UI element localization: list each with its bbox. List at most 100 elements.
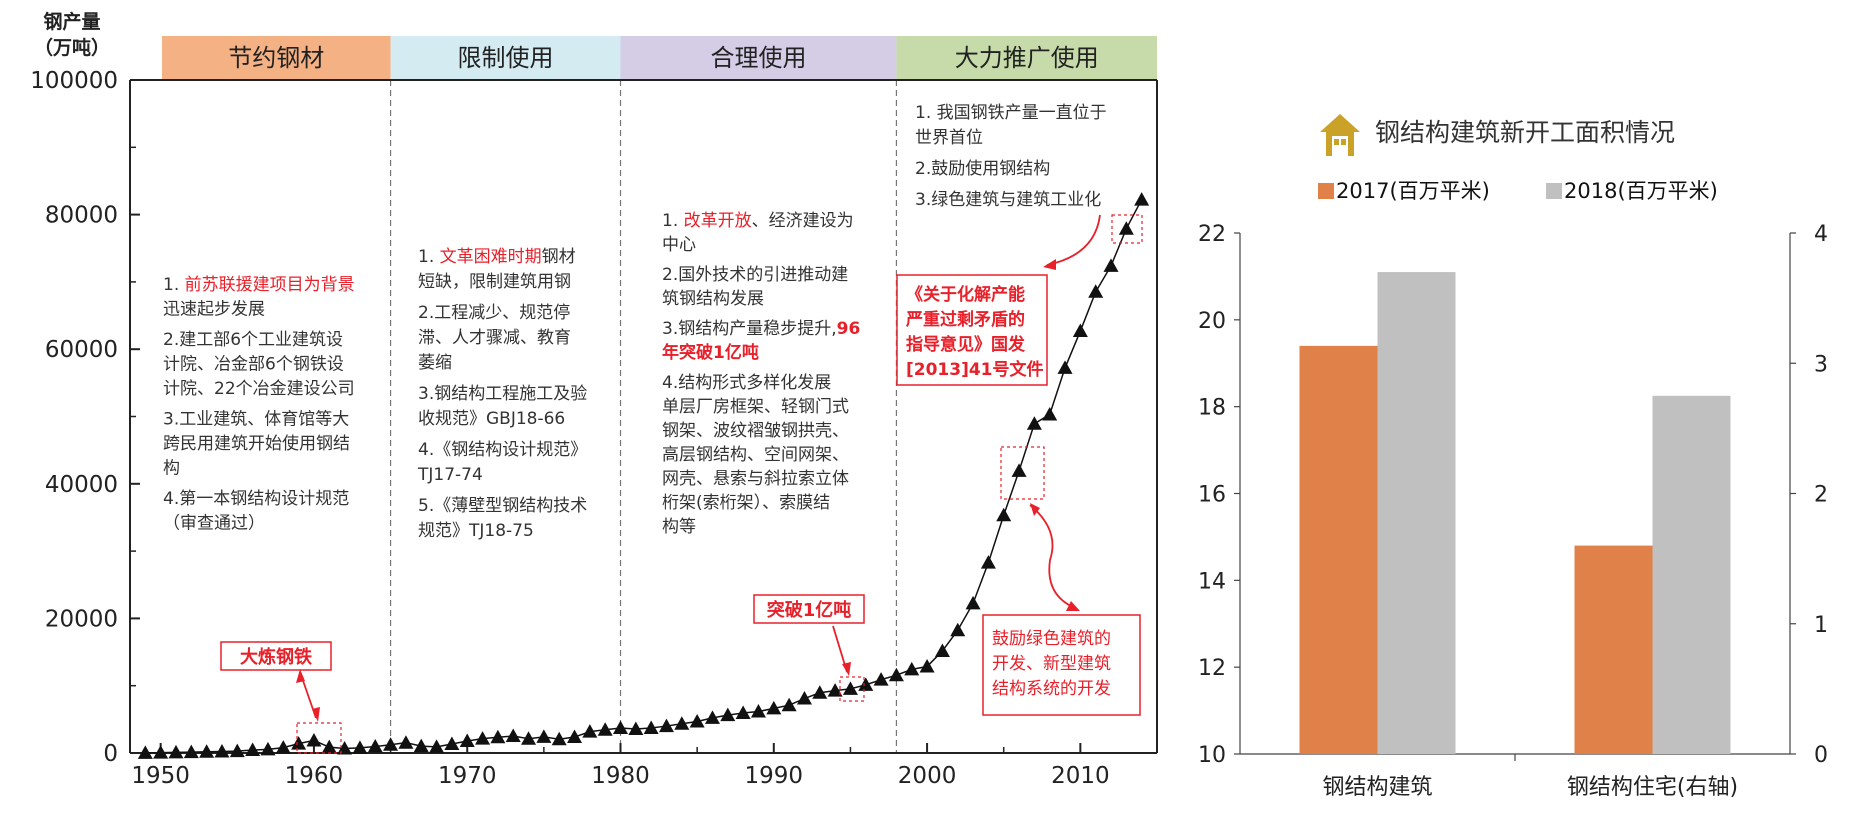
y-tick-label-5: 100000	[30, 68, 118, 94]
callout-policy-line3: 指导意见》国发	[906, 334, 1026, 355]
note-p1-line-2: 2.建工部6个工业建筑设	[163, 330, 343, 350]
data-point-1983	[658, 718, 674, 733]
right-axis-tick-label-3: 3	[1814, 352, 1828, 377]
note-p3-line-4: 3.钢结构产量稳步提升,96	[662, 319, 860, 339]
bar-1-1	[1652, 395, 1731, 754]
data-point-1996	[858, 677, 874, 691]
data-point-2007	[1026, 416, 1042, 430]
left-axis-tick-label-3: 16	[1198, 483, 1226, 508]
data-point-1968	[429, 739, 445, 753]
steel-output-chart: 钢产量 （万吨） 节约钢材 限制使用 合理使用 大力推广使用 0 20000 40000 6…	[30, 10, 1158, 789]
data-point-1949	[137, 745, 153, 759]
x-tick-label-1: 1960	[285, 763, 344, 789]
data-point-2002	[950, 622, 966, 637]
data-point-2013	[1118, 221, 1134, 235]
data-point-1961	[321, 739, 337, 754]
note-p3-line-5: 年突破1亿吨	[662, 342, 759, 363]
y-tick-label-3: 60000	[45, 337, 118, 363]
x-tick-label-2: 1970	[438, 763, 497, 789]
new-construction-area-chart: 钢结构建筑新开工面积情况 2017(百万平米) 2018(百万平米) 10121…	[1198, 114, 1828, 800]
left-axis-tick-label-5: 20	[1198, 309, 1226, 334]
data-point-1999	[904, 661, 920, 676]
data-point-1984	[674, 716, 690, 730]
callout-dalian-arrowhead-up	[296, 669, 305, 683]
x-tick-label-6: 2010	[1051, 763, 1110, 789]
callout-dalian-box	[220, 641, 332, 671]
data-point-1992	[796, 691, 812, 705]
y-tick-label-1: 20000	[45, 606, 118, 632]
data-point-1951	[168, 744, 184, 759]
data-point-1958	[275, 740, 291, 754]
data-point-1998	[888, 667, 904, 682]
data-point-1985	[689, 714, 705, 728]
y-tick-label-2: 40000	[45, 472, 118, 498]
note-p3-line-7: 单层厂房框架、轻钢门式	[662, 397, 849, 417]
data-point-2010	[1072, 323, 1088, 338]
callout-tupo-text: 突破1亿吨	[767, 599, 852, 621]
data-point-1988	[735, 705, 751, 720]
note-p3-line-8: 钢架、波纹褶皱钢拱壳、	[662, 421, 849, 441]
right-axis-tick-label-0: 0	[1814, 743, 1828, 768]
bar-0-0	[1299, 345, 1378, 754]
callout-policy-highlight	[1111, 214, 1143, 244]
period-dividers	[389, 80, 898, 753]
data-point-1986	[704, 710, 720, 724]
data-point-1987	[720, 707, 736, 722]
data-point-2011	[1088, 284, 1104, 298]
x-tick-label-0: 1950	[131, 763, 190, 789]
data-point-1950	[153, 745, 169, 759]
data-point-1979	[597, 722, 613, 736]
note-p3-line-3: 筑钢结构发展	[662, 289, 764, 309]
note-p3-line-1: 中心	[662, 235, 696, 255]
category-label-0: 钢结构建筑	[1322, 775, 1432, 800]
data-point-1956	[245, 742, 261, 756]
callout-policy: 《关于化解产能 严重过剩矛盾的 指导意见》国发 [2013]41号文件	[896, 214, 1143, 386]
y-axis-title-line1: 钢产量	[43, 10, 100, 33]
data-point-1953	[199, 744, 215, 758]
right-chart-title: 钢结构建筑新开工面积情况	[1375, 118, 1675, 147]
right-axis-tick-label-1: 1	[1814, 613, 1828, 638]
y-tick-label-4: 80000	[45, 203, 118, 229]
note-p3-line-0: 1. 改革开放、经济建设为	[662, 211, 854, 231]
legend-swatch-2018	[1546, 183, 1562, 199]
data-point-1954	[214, 744, 230, 758]
note-p3-line-9: 高层钢结构、空间网架、	[662, 445, 849, 465]
callout-green-arrow	[1029, 504, 1076, 609]
callout-green-line3: 结构系统的开发	[992, 679, 1111, 699]
data-point-1964	[367, 739, 383, 753]
data-point-2003	[965, 595, 981, 610]
data-point-1973	[505, 728, 521, 743]
data-point-1980	[613, 720, 629, 735]
note-p2-line-0: 1. 文革困难时期钢材	[418, 247, 576, 267]
data-point-2014	[1134, 192, 1150, 206]
data-point-1957	[260, 741, 276, 756]
data-point-1952	[183, 744, 199, 759]
note-p3-line-12: 构等	[662, 517, 696, 537]
period-label-3: 大力推广使用	[955, 44, 1099, 72]
callout-dalian-highlight	[296, 722, 342, 754]
callout-tupo-box	[753, 594, 865, 624]
right-axis-tick-label-4: 4	[1814, 222, 1828, 247]
data-point-1960	[306, 732, 322, 747]
data-point-1990	[766, 700, 782, 715]
data-point-1981	[628, 721, 644, 736]
callout-green-arrowhead	[1066, 601, 1080, 611]
callout-policy-arrow	[1046, 214, 1101, 266]
note-p3-line-2: 2.国外技术的引进推动建	[662, 265, 848, 285]
data-point-1995	[842, 681, 858, 695]
note-p4-line-1: 世界首位	[915, 128, 983, 148]
data-point-1963	[352, 740, 368, 754]
data-point-1974	[521, 731, 537, 745]
right-axis-tick-label-2: 2	[1814, 483, 1828, 508]
data-point-2005	[996, 507, 1012, 522]
note-p4-line-2: 2.鼓励使用钢结构	[915, 158, 1050, 179]
left-axis-tick-label-4: 18	[1198, 396, 1226, 421]
data-point-1989	[750, 704, 766, 718]
data-point-2008	[1042, 406, 1058, 421]
note-p3-line-10: 网壳、悬索与斜拉索立体	[662, 469, 849, 489]
note-p3-line-6: 4.结构形式多样化发展	[662, 373, 831, 393]
data-point-1972	[490, 729, 506, 744]
legend: 2017(百万平米) 2018(百万平米)	[1318, 179, 1718, 203]
